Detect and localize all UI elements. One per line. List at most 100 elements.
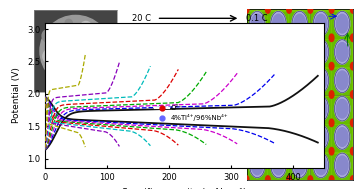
Circle shape — [244, 6, 249, 13]
Circle shape — [43, 49, 58, 64]
Circle shape — [292, 40, 307, 64]
Circle shape — [249, 153, 265, 178]
Circle shape — [294, 156, 306, 175]
Circle shape — [244, 91, 249, 98]
Circle shape — [334, 68, 350, 93]
Circle shape — [329, 91, 334, 98]
Circle shape — [266, 91, 270, 98]
Bar — [332, 97, 351, 123]
Bar — [247, 97, 266, 123]
Bar — [289, 69, 309, 94]
Circle shape — [315, 128, 327, 146]
Circle shape — [63, 58, 72, 68]
Circle shape — [249, 125, 265, 149]
Circle shape — [67, 25, 81, 40]
Circle shape — [81, 41, 91, 51]
Bar — [247, 154, 266, 179]
Circle shape — [65, 56, 74, 65]
Bar — [268, 40, 287, 66]
Circle shape — [271, 125, 286, 149]
Bar — [289, 125, 309, 151]
Circle shape — [294, 14, 306, 33]
Bar — [247, 125, 266, 151]
Circle shape — [287, 34, 291, 42]
Circle shape — [292, 125, 307, 149]
Circle shape — [273, 128, 284, 146]
Circle shape — [63, 32, 71, 40]
Circle shape — [86, 53, 95, 62]
Bar — [332, 69, 351, 94]
Circle shape — [334, 153, 350, 178]
Circle shape — [329, 62, 334, 70]
Circle shape — [273, 14, 284, 33]
Circle shape — [308, 62, 312, 70]
Circle shape — [59, 44, 73, 58]
Circle shape — [244, 147, 249, 155]
Circle shape — [81, 21, 91, 32]
Circle shape — [336, 43, 348, 61]
Bar — [247, 69, 266, 94]
Circle shape — [75, 44, 81, 50]
Circle shape — [315, 43, 327, 61]
Circle shape — [72, 38, 81, 47]
Bar — [289, 154, 309, 179]
Circle shape — [287, 62, 291, 70]
Circle shape — [40, 15, 111, 87]
Circle shape — [313, 96, 329, 121]
Circle shape — [80, 33, 91, 44]
Circle shape — [73, 57, 77, 61]
Circle shape — [329, 6, 334, 13]
Circle shape — [76, 64, 86, 74]
Circle shape — [251, 99, 263, 118]
Circle shape — [93, 46, 96, 49]
Circle shape — [77, 38, 88, 49]
Circle shape — [273, 71, 284, 90]
Circle shape — [249, 96, 265, 121]
Circle shape — [93, 43, 103, 53]
Bar — [268, 69, 287, 94]
Circle shape — [64, 36, 72, 44]
Circle shape — [336, 156, 348, 175]
Circle shape — [308, 176, 312, 183]
Bar — [311, 40, 330, 66]
Circle shape — [86, 49, 90, 52]
Circle shape — [308, 147, 312, 155]
Circle shape — [294, 99, 306, 118]
Circle shape — [315, 14, 327, 33]
Circle shape — [49, 67, 57, 75]
Circle shape — [273, 156, 284, 175]
Circle shape — [71, 40, 78, 48]
Circle shape — [334, 96, 350, 121]
Circle shape — [266, 34, 270, 42]
Circle shape — [90, 33, 100, 43]
Bar — [311, 154, 330, 179]
Circle shape — [313, 40, 329, 64]
Bar — [268, 125, 287, 151]
Circle shape — [244, 176, 249, 183]
Circle shape — [244, 62, 249, 70]
Circle shape — [308, 34, 312, 42]
Circle shape — [80, 50, 92, 62]
Circle shape — [273, 43, 284, 61]
Circle shape — [287, 176, 291, 183]
Circle shape — [84, 50, 87, 53]
Circle shape — [249, 11, 265, 36]
Circle shape — [351, 119, 355, 127]
Bar — [289, 12, 309, 37]
Circle shape — [313, 68, 329, 93]
Circle shape — [351, 62, 355, 70]
Bar — [311, 97, 330, 123]
Circle shape — [271, 40, 286, 64]
Circle shape — [266, 176, 270, 183]
Circle shape — [334, 40, 350, 64]
Circle shape — [251, 14, 263, 33]
Bar — [311, 69, 330, 94]
Circle shape — [93, 32, 102, 41]
Bar — [247, 12, 266, 37]
Circle shape — [80, 49, 91, 60]
X-axis label: Specific capacity (mAh g⁻¹): Specific capacity (mAh g⁻¹) — [122, 188, 247, 189]
Circle shape — [287, 91, 291, 98]
Circle shape — [271, 96, 286, 121]
Circle shape — [313, 11, 329, 36]
Circle shape — [80, 56, 89, 65]
